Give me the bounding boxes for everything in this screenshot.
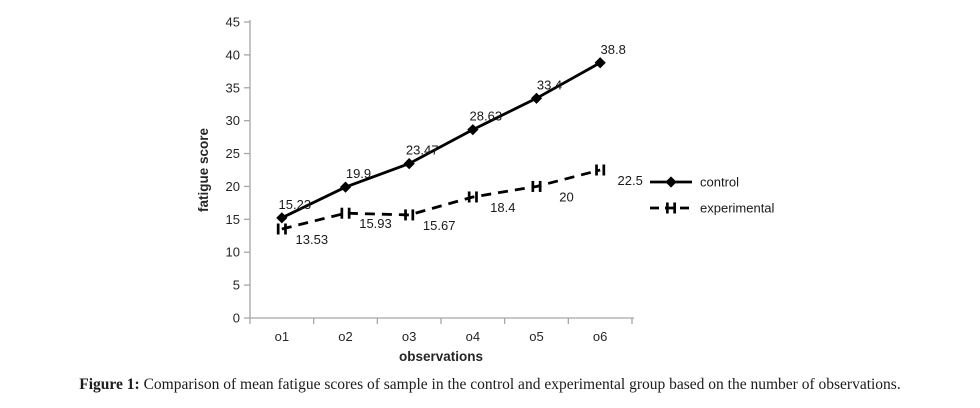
marker-experimental — [531, 180, 535, 192]
data-label-experimental: 15.67 — [423, 218, 456, 233]
data-label-experimental: 13.53 — [296, 232, 329, 247]
marker-experimental — [276, 223, 280, 235]
legend-marker-control — [665, 176, 677, 188]
x-tick-label: o2 — [338, 329, 352, 344]
figure-caption-text: Comparison of mean fatigue scores of sam… — [139, 376, 901, 393]
marker-experimental — [538, 180, 542, 192]
data-label-control: 15.23 — [279, 197, 312, 212]
marker-experimental — [347, 207, 351, 219]
data-label-experimental: 20 — [559, 189, 573, 204]
figure-caption-label: Figure 1: — [79, 376, 140, 393]
marker-experimental — [340, 207, 344, 219]
marker-experimental — [411, 209, 415, 221]
x-tick-label: o4 — [466, 329, 480, 344]
y-tick-label: 5 — [233, 278, 240, 293]
y-tick-label: 45 — [226, 15, 240, 30]
x-tick-label: o5 — [529, 329, 543, 344]
data-label-control: 38.8 — [601, 42, 626, 57]
data-label-experimental: 18.4 — [490, 200, 515, 215]
marker-experimental — [595, 164, 598, 176]
marker-control — [403, 158, 415, 170]
y-axis-title: fatigue score — [196, 127, 211, 212]
marker-control — [339, 181, 352, 193]
legend-marker-experimental — [666, 202, 669, 214]
x-tick-label: o6 — [593, 329, 607, 344]
marker-experimental — [602, 164, 606, 176]
y-tick-label: 15 — [226, 212, 240, 227]
marker-control — [467, 124, 479, 136]
marker-experimental — [404, 209, 407, 221]
data-label-experimental: 22.5 — [618, 173, 643, 188]
data-label-control: 28.63 — [470, 109, 503, 124]
y-tick-label: 30 — [226, 113, 240, 128]
data-label-control: 19.9 — [346, 166, 371, 181]
marker-control — [276, 212, 288, 224]
legend-label-experimental: experimental — [700, 201, 775, 216]
figure-caption: Figure 1: Comparison of mean fatigue sco… — [0, 376, 980, 394]
legend-label-control: control — [700, 175, 739, 190]
marker-experimental — [467, 191, 471, 203]
marker-experimental — [284, 223, 287, 235]
series-line-control — [281, 61, 601, 220]
data-label-control: 33.4 — [537, 77, 562, 92]
y-tick-label: 10 — [226, 245, 240, 260]
y-tick-label: 25 — [226, 146, 240, 161]
y-tick-label: 35 — [226, 80, 240, 95]
marker-experimental — [475, 191, 478, 203]
x-tick-label: o3 — [402, 329, 416, 344]
legend-marker-experimental — [673, 202, 676, 214]
x-tick-label: o1 — [275, 329, 289, 344]
y-tick-label: 20 — [226, 179, 240, 194]
marker-control — [594, 57, 606, 69]
marker-control — [530, 92, 543, 104]
fatigue-line-chart: 0 5 10 15 20 25 30 35 40 45 o1 o2 o3 o4 o5 o6 observatio… — [196, 15, 775, 365]
series-line-experimental — [281, 168, 601, 231]
data-label-experimental: 15.93 — [359, 216, 392, 231]
data-label-control: 23.47 — [406, 143, 439, 158]
y-tick-label: 40 — [226, 47, 240, 62]
x-axis-title: observations — [399, 349, 483, 364]
y-tick-label: 0 — [233, 311, 240, 326]
